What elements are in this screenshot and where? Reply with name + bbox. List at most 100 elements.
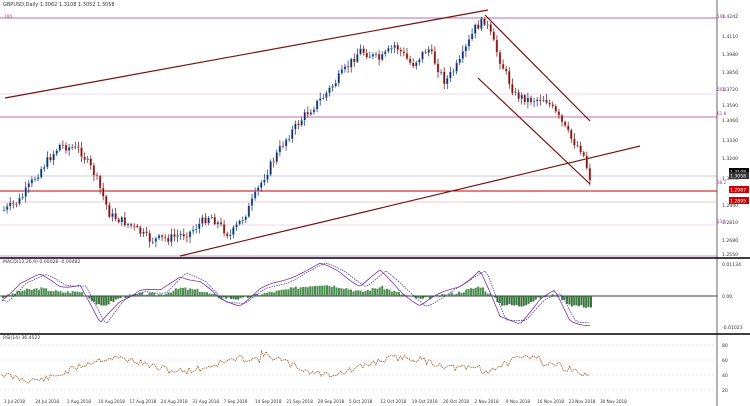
candle <box>163 234 167 242</box>
candle <box>396 42 399 55</box>
macd-histogram-bar <box>498 296 501 304</box>
candle <box>319 92 322 106</box>
macd-tick-label: 0.01134 <box>722 262 741 268</box>
candle <box>362 45 365 56</box>
candle <box>55 148 58 157</box>
macd-histogram-bar <box>57 291 60 296</box>
macd-histogram-bar <box>575 296 578 306</box>
upper-channel-line[interactable] <box>4 9 489 99</box>
macd-histogram-bar <box>580 296 583 306</box>
macd-histogram-bar <box>381 285 384 296</box>
macd-histogram-bar <box>194 289 196 296</box>
date-tick-label: 24 Jul 2018 <box>35 399 59 404</box>
macd-histogram-bar <box>287 289 290 296</box>
macd-histogram-bar <box>546 296 549 297</box>
macd-histogram-bar <box>155 295 158 296</box>
svg-text:1.2987: 1.2987 <box>730 188 746 194</box>
descending-channel-upper[interactable] <box>484 14 591 122</box>
candle <box>433 46 437 66</box>
candle <box>210 214 213 219</box>
price-badge: 1.2895 <box>729 197 749 205</box>
candle <box>325 91 328 102</box>
candle <box>132 223 136 231</box>
candle <box>322 94 325 100</box>
candle <box>176 229 179 243</box>
macd-histogram-bar <box>537 296 540 298</box>
candle <box>241 216 244 225</box>
macd-histogram-bar <box>93 296 96 302</box>
macd-histogram-bar <box>158 294 160 296</box>
price-tick-label: 1.3200 <box>722 156 738 162</box>
macd-histogram-bar <box>342 288 345 296</box>
candle <box>536 97 539 107</box>
candle <box>145 226 148 237</box>
macd-histogram-bar <box>306 287 309 296</box>
candle <box>179 230 182 240</box>
candle <box>452 68 455 76</box>
macd-histogram-bar <box>357 290 360 296</box>
candle <box>98 174 102 195</box>
candle <box>173 228 176 242</box>
candle <box>514 87 517 96</box>
macd-histogram-bar <box>270 292 273 296</box>
candle <box>43 164 46 172</box>
candle <box>517 89 520 102</box>
candle <box>334 79 337 88</box>
rsi-tick-label: 20 <box>722 388 728 394</box>
macd-histogram-bar <box>388 289 391 296</box>
macd-histogram-bar <box>246 296 249 298</box>
candle <box>136 223 139 229</box>
macd-histogram-bar <box>405 295 408 296</box>
candle <box>216 220 220 229</box>
descending-channel-lower[interactable] <box>477 77 591 185</box>
macd-histogram-bar <box>520 296 523 307</box>
macd-histogram-bar <box>2 296 4 299</box>
axis-labels: 1.4242 1.4110 1.3980 1.3850 1.3720 1.3590 1.34… <box>4 14 749 404</box>
macd-histogram-bar <box>582 296 585 308</box>
candle <box>24 181 27 203</box>
macd-histogram-bar <box>494 296 496 298</box>
macd-histogram-bar <box>239 296 242 298</box>
price-badge: 1.2987 <box>729 186 749 194</box>
macd-histogram-bar <box>398 292 400 296</box>
candle <box>405 47 409 61</box>
macd-histogram-bar <box>52 291 55 296</box>
candle <box>247 202 251 218</box>
candle <box>412 58 415 69</box>
macd-histogram-bar <box>364 290 367 296</box>
macd-histogram-bar <box>191 289 194 296</box>
candle <box>250 193 254 211</box>
candle <box>430 44 433 55</box>
macd-histogram-bar <box>42 288 45 296</box>
candle <box>36 173 40 182</box>
macd-tick-label: -0.01023 <box>722 325 743 331</box>
macd-histogram-bar <box>153 292 156 296</box>
macd-histogram-bar <box>362 291 364 296</box>
candle <box>83 152 86 164</box>
candle <box>461 45 464 63</box>
candle <box>498 49 502 70</box>
date-tick-label: 12 Oct 2018 <box>380 399 406 404</box>
macd-histogram-bar <box>45 288 48 296</box>
macd-title: MACD(12,26,9) 0.00028 -0.00482 <box>3 260 81 265</box>
candle <box>142 228 145 237</box>
macd-series <box>0 262 717 327</box>
macd-histogram-bar <box>573 296 576 306</box>
macd-histogram-bar <box>304 286 307 296</box>
candle <box>207 215 210 226</box>
candle <box>554 104 557 114</box>
macd-histogram-bar <box>244 296 247 297</box>
candle <box>297 119 300 129</box>
macd-histogram-bar <box>76 291 79 296</box>
macd-histogram-bar <box>448 293 451 296</box>
candle <box>573 133 576 149</box>
macd-histogram-bar <box>110 296 112 302</box>
candle <box>511 78 514 96</box>
macd-histogram-bar <box>374 288 376 296</box>
rsi-tick-label: 40 <box>722 373 728 379</box>
macd-histogram-bar <box>378 287 381 296</box>
macd-histogram-bar <box>184 287 187 296</box>
candle <box>387 45 390 54</box>
lower-channel-line[interactable] <box>179 145 641 257</box>
